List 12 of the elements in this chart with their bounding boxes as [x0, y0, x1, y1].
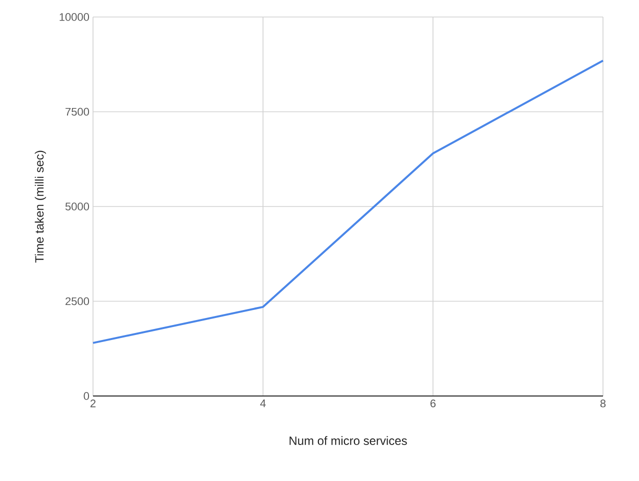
x-axis-title: Num of micro services: [290, 436, 407, 445]
y-tick-label: 5000: [65, 202, 90, 210]
line-series: [92, 60, 604, 344]
x-tick-label: 6: [430, 400, 436, 408]
y-tick-label: 0: [84, 392, 90, 400]
y-tick-label: 2500: [66, 297, 90, 306]
y-tick-label: 7500: [66, 108, 90, 116]
x-tick-label: 2: [90, 400, 96, 408]
x-tick-label: 8: [600, 400, 606, 408]
y-axis-title: Time taken (milli sec): [34, 150, 46, 263]
x-tick-label: 4: [260, 400, 266, 408]
y-tick-label: 10000: [60, 13, 90, 21]
